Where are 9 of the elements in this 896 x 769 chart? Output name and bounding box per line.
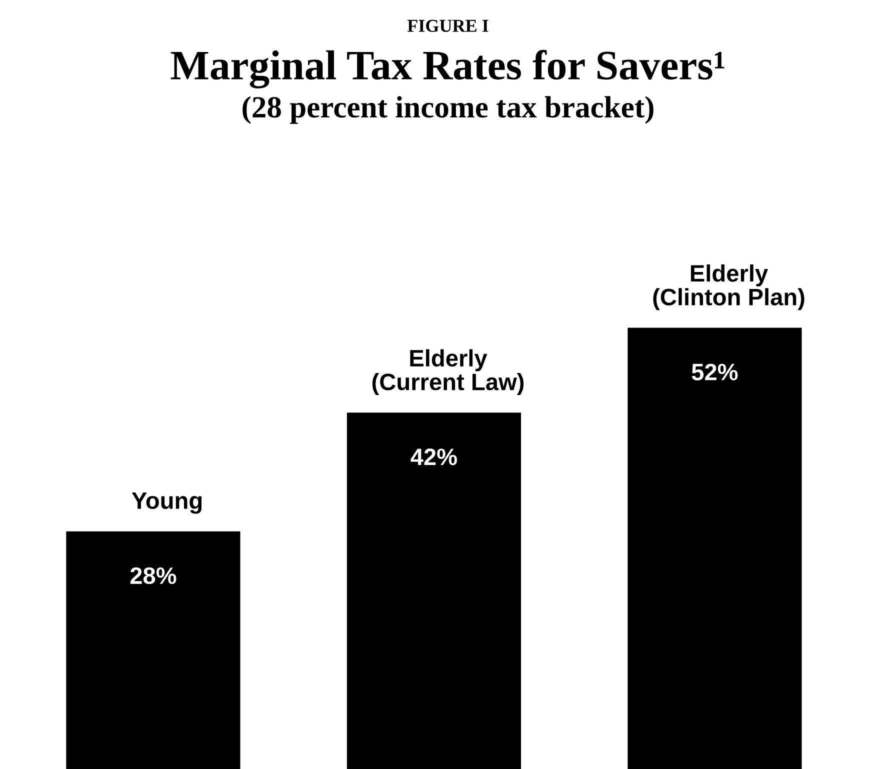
x-tick-label: Elderly (Current Law) <box>372 349 524 395</box>
data-label: 42% <box>410 448 457 466</box>
x-tick-label: Young <box>132 492 202 514</box>
data-label: 28% <box>130 567 176 584</box>
data-label: 52% <box>692 364 738 380</box>
text: FIGURE I <box>407 20 488 32</box>
x-tick-label: Elderly (Clinton Plan) <box>653 264 804 310</box>
chart-title: Marginal Tax Rates for Savers¹ <box>170 50 724 88</box>
chart-subtitle: (28 percent income tax bracket) <box>242 96 654 124</box>
